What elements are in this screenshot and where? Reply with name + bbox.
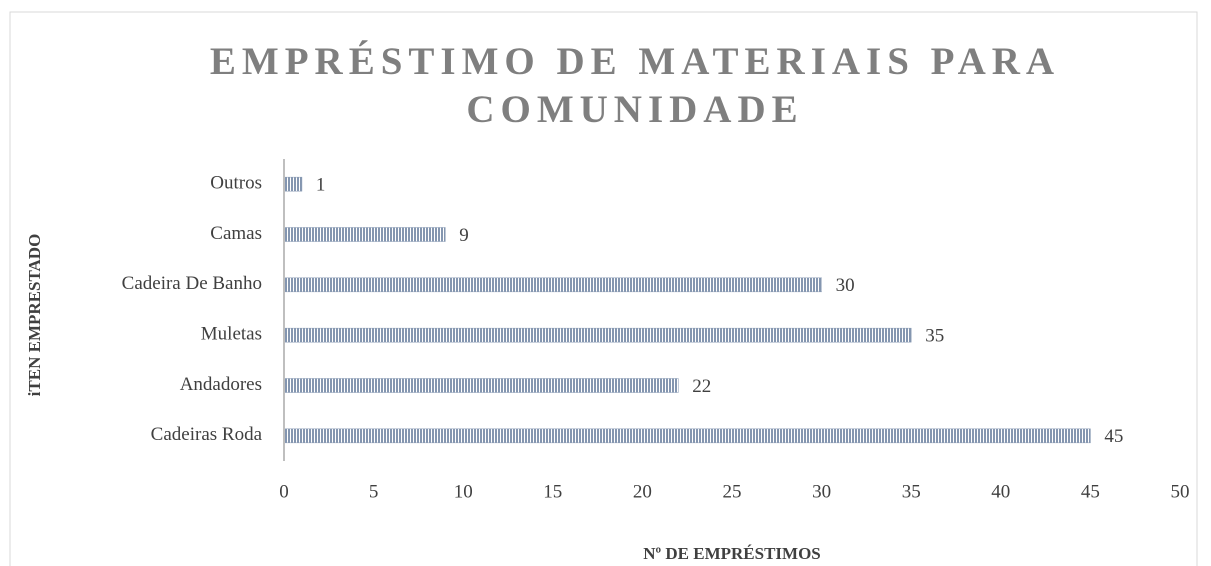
y-tick-label: Muletas: [201, 324, 262, 345]
data-label: 30: [836, 275, 855, 296]
data-label: 45: [1104, 426, 1123, 447]
chart-title: EMPRÉSTIMO DE MATERIAIS PARA COMUNIDADE: [209, 40, 1061, 131]
x-tick-label: 10: [454, 481, 473, 502]
y-tick-label: Cadeira De Banho: [122, 273, 262, 294]
bar: [283, 378, 679, 393]
x-tick-label: 5: [369, 481, 379, 502]
x-tick-label: 45: [1081, 481, 1100, 502]
x-tick-label: 50: [1171, 481, 1190, 502]
x-tick-label: 30: [812, 481, 831, 502]
bar: [283, 428, 1091, 444]
y-tick-label: Camas: [210, 223, 262, 244]
data-label: 1: [316, 175, 326, 196]
y-tick-label: Andadores: [180, 374, 262, 395]
data-label: 9: [459, 225, 469, 246]
x-tick-label: 40: [991, 481, 1010, 502]
x-tick-label: 15: [543, 481, 562, 502]
x-tick-label: 25: [723, 481, 742, 502]
y-tick-label: Outros: [210, 173, 262, 194]
x-tick-label: 35: [902, 481, 921, 502]
data-label: 22: [692, 376, 711, 397]
x-tick-label: 20: [633, 481, 652, 502]
y-axis-label: iTEN EMPRESTADO: [25, 234, 44, 397]
bar: [283, 327, 912, 343]
bar: [283, 176, 303, 192]
y-tick-label: Cadeiras Roda: [151, 424, 263, 445]
x-axis-label: Nº DE EMPRÉSTIMOS: [643, 544, 821, 563]
chart-border: [9, 11, 1198, 566]
x-tick-label: 0: [279, 481, 289, 502]
bar: [283, 277, 822, 293]
bar: [283, 227, 446, 242]
data-label: 35: [925, 326, 944, 347]
